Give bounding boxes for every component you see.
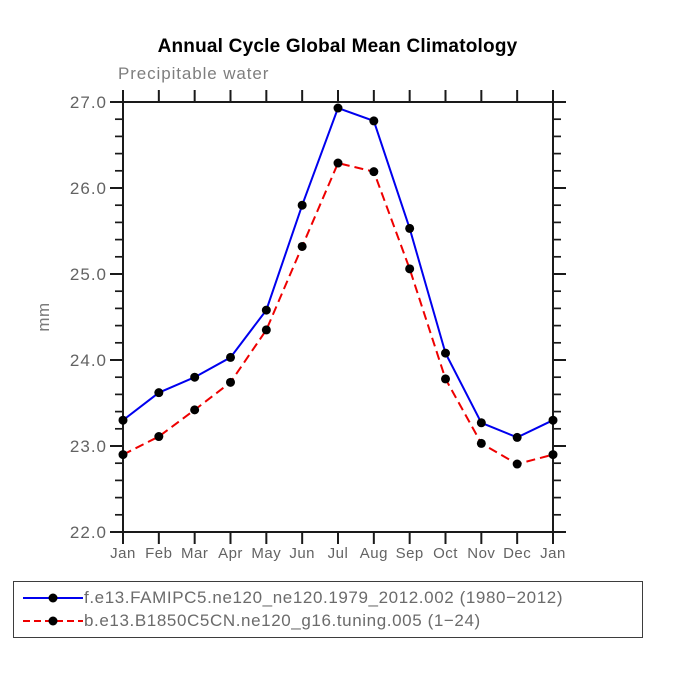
legend-series-marker (48, 616, 58, 626)
data-point-marker (261, 325, 271, 335)
x-tick-label: May (251, 545, 281, 562)
data-point-marker (154, 432, 164, 442)
data-point-marker (226, 352, 235, 362)
data-point-marker (190, 372, 200, 382)
legend-row: b.e13.B1850C5CN.ne120_g16.tuning.005 (1−… (18, 610, 638, 633)
data-point-marker (118, 415, 128, 425)
x-tick-label: Aug (360, 545, 388, 562)
data-point-marker (548, 450, 558, 460)
data-point-marker (405, 223, 415, 233)
legend-line-sample-dashed (23, 616, 83, 626)
chart-subtitle: Precipitable water (118, 64, 270, 83)
x-tick-label: Jul (328, 545, 349, 562)
y-tick-label: 26.0 (70, 179, 107, 198)
data-point-marker (369, 167, 379, 177)
x-tick-label: Nov (467, 545, 495, 562)
data-point-marker (297, 200, 307, 210)
data-point-marker (476, 418, 486, 428)
data-point-marker (118, 450, 128, 460)
data-point-marker (154, 388, 164, 398)
y-tick-label: 27.0 (70, 93, 107, 112)
x-tick-label: Dec (503, 545, 531, 562)
data-point-marker (548, 415, 558, 425)
legend-series-marker (48, 593, 58, 603)
legend-line-sample-solid (23, 593, 83, 603)
legend-label-series-1: f.e13.FAMIPC5.ne120_ne120.1979_2012.002 … (84, 588, 564, 607)
y-tick-label: 23.0 (70, 437, 107, 456)
legend-box: f.e13.FAMIPC5.ne120_ne120.1979_2012.002 … (13, 581, 643, 638)
x-tick-label: Jan (540, 545, 566, 562)
x-tick-label: Jan (110, 545, 136, 562)
data-point-marker (512, 432, 522, 442)
data-point-marker (297, 241, 307, 251)
x-tick-label: Mar (181, 545, 208, 562)
data-point-marker (190, 405, 200, 415)
x-tick-label: Oct (433, 545, 458, 562)
data-point-marker (441, 348, 450, 358)
data-point-marker (512, 459, 522, 469)
series-line-1 (122, 161, 554, 466)
y-tick-label: 22.0 (70, 523, 107, 542)
y-axis: 22.0 23.0 24.0 25.0 26.0 27.0 (70, 93, 566, 542)
chart-title: Annual Cycle Global Mean Climatology (157, 36, 518, 57)
data-point-marker (405, 264, 415, 274)
x-tick-label: Feb (145, 545, 172, 562)
data-point-marker (369, 116, 379, 126)
data-point-marker (333, 103, 343, 113)
legend-label-series-2: b.e13.B1850C5CN.ne120_g16.tuning.005 (1−… (84, 611, 481, 630)
legend-row: f.e13.FAMIPC5.ne120_ne120.1979_2012.002 … (18, 587, 638, 610)
data-point-marker (226, 377, 235, 387)
y-tick-label: 24.0 (70, 351, 107, 370)
data-point-marker (333, 158, 343, 168)
data-point-marker (476, 438, 486, 448)
data-point-marker (441, 374, 450, 384)
data-point-marker (261, 305, 271, 315)
series-line-0 (122, 106, 554, 439)
x-tick-label: Sep (396, 545, 424, 562)
x-tick-label: Jun (289, 545, 315, 562)
x-tick-label: Apr (218, 545, 243, 562)
x-axis: Jan Feb Mar Apr May Jun Jul Aug Sep Oct Nov Dec Jan (110, 90, 566, 562)
y-tick-label: 25.0 (70, 265, 107, 284)
